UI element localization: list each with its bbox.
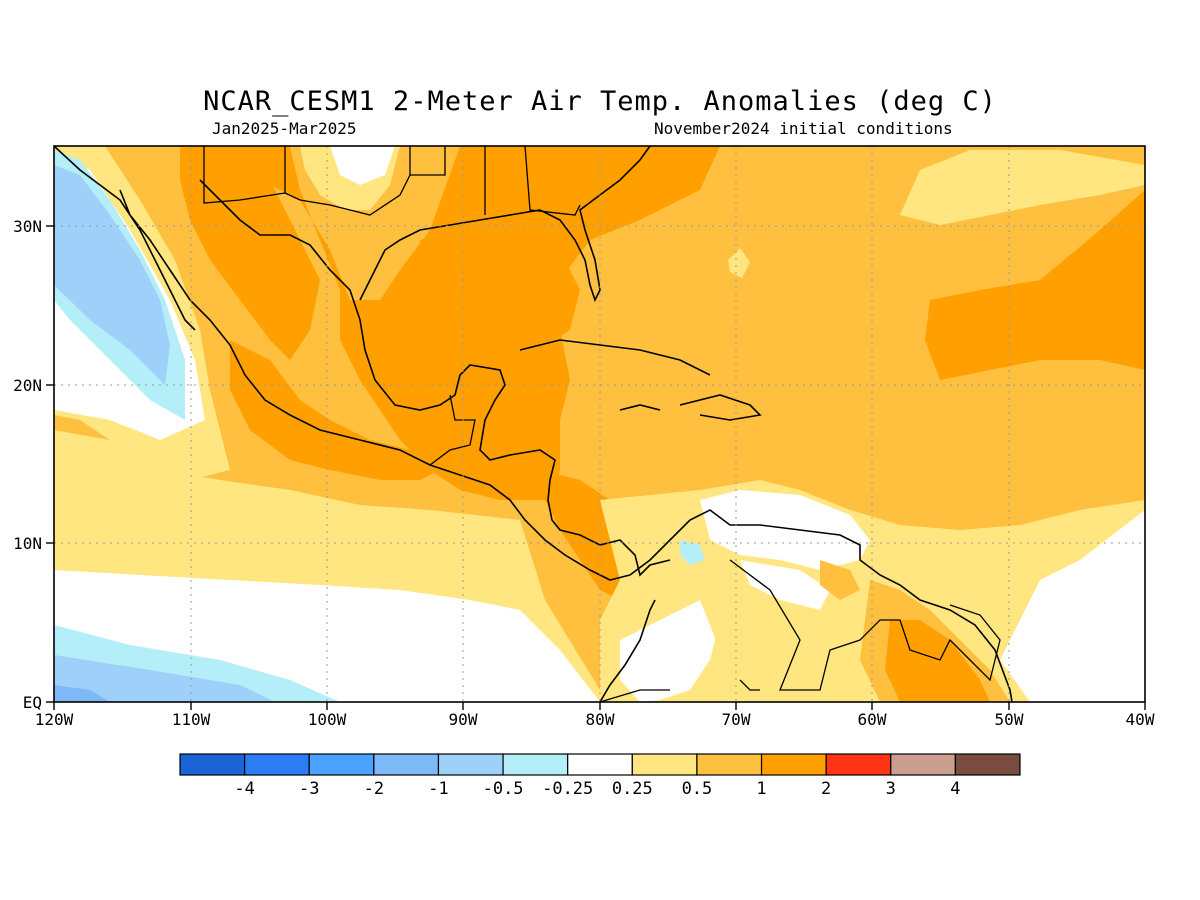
colorbar-label: -2 xyxy=(364,779,384,799)
colorbar-label: 0.5 xyxy=(682,779,713,799)
colorbar-swatch xyxy=(244,753,310,776)
gridlines xyxy=(54,146,1145,702)
colorbar-label: -3 xyxy=(299,779,319,799)
colorbar-label: -0.25 xyxy=(542,779,593,799)
lat-label-eq: EQ xyxy=(23,693,42,712)
colorbar-swatch xyxy=(825,753,892,776)
colorbar-label: 4 xyxy=(950,779,960,799)
lon-label: 120W xyxy=(35,710,74,729)
anomaly-field xyxy=(54,146,1145,702)
colorbar-swatch xyxy=(696,753,763,776)
lon-label: 80W xyxy=(586,710,615,729)
lat-label-20n: 20N xyxy=(13,376,42,395)
initial-conditions: November2024 initial conditions xyxy=(654,119,953,138)
borders xyxy=(203,146,1001,702)
colorbar-label: -0.5 xyxy=(483,779,524,799)
colorbar-swatch xyxy=(437,753,504,776)
valid-period: Jan2025-Mar2025 xyxy=(212,119,357,138)
lat-label-10n: 10N xyxy=(13,534,42,553)
lon-label: 100W xyxy=(308,710,347,729)
colorbar-swatch xyxy=(890,753,956,776)
colorbar-swatch xyxy=(373,753,440,776)
colorbar-swatch xyxy=(954,753,1021,776)
lat-labels: 30N 20N 10N EQ xyxy=(13,217,42,712)
lon-label: 40W xyxy=(1126,710,1155,729)
axis-ticks xyxy=(46,225,1146,710)
colorbar-swatch xyxy=(631,753,698,776)
colorbar-label: -1 xyxy=(428,779,448,799)
map-title: NCAR_CESM1 2-Meter Air Temp. Anomalies (… xyxy=(203,86,997,117)
colorbar-label: 2 xyxy=(821,779,831,799)
lon-label: 110W xyxy=(172,710,211,729)
lat-label-30n: 30N xyxy=(13,217,42,236)
colorbar-swatch xyxy=(567,753,633,776)
lon-label: 50W xyxy=(995,710,1024,729)
colorbar-swatch xyxy=(502,753,569,776)
colorbar-label: 3 xyxy=(886,779,896,799)
colorbar-swatch xyxy=(308,753,375,776)
lon-label: 90W xyxy=(449,710,478,729)
colorbar: -4 -3 -2 -1 -0.5 -0.25 0.25 0.5 1 2 3 4 xyxy=(179,753,1021,799)
colorbar-label: -4 xyxy=(234,779,254,799)
colorbar-swatch xyxy=(179,753,246,776)
lon-label: 60W xyxy=(858,710,887,729)
colorbar-label: 0.25 xyxy=(612,779,653,799)
colorbar-label: 1 xyxy=(756,779,766,799)
lon-label: 70W xyxy=(722,710,751,729)
coastlines xyxy=(54,146,1013,702)
lon-labels: 120W 110W 100W 90W 80W 70W 60W 50W 40W xyxy=(35,710,1155,729)
colorbar-swatch xyxy=(760,753,827,776)
